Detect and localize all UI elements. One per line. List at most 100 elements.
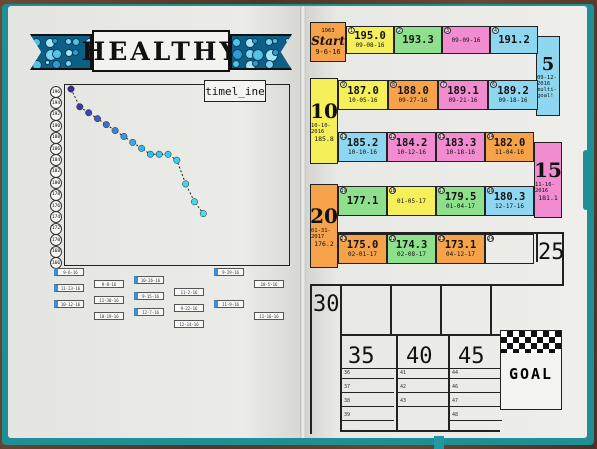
row-number: 48 (452, 412, 459, 418)
plot-svg (67, 85, 207, 218)
x-date-tag: 10-12-16 (54, 300, 84, 308)
square-weight: 184.2 (395, 137, 428, 149)
grid-line (490, 284, 492, 334)
board-square: 24 (485, 234, 534, 264)
grid-line (340, 334, 500, 336)
row-number: 38 (344, 398, 351, 404)
square-15-date: 11-16-2016 (535, 182, 555, 194)
grid-line (310, 284, 312, 434)
board-square: 11 185.2 10-10-16 (338, 132, 387, 162)
x-date-tag: 9-29-16 (214, 268, 244, 276)
square-10-date: 10-10-2016 (311, 123, 331, 135)
square-date: 01-04-17 (446, 203, 475, 210)
grid-line (340, 284, 342, 430)
weight-point (120, 133, 128, 140)
banner-title-box: HEALTHY (82, 30, 237, 72)
y-tick: 196 (50, 86, 62, 98)
banner-dot (285, 49, 290, 55)
square-number: 8 (390, 81, 397, 88)
row-number: 46 (452, 384, 459, 390)
grid-line (396, 334, 398, 430)
board-square: 19 177.1 (338, 186, 387, 216)
y-tick: 184 (50, 154, 62, 167)
banner-dot (232, 38, 241, 47)
banner-dot (52, 38, 58, 44)
board-square: 8 188.0 09-27-16 (388, 80, 438, 110)
square-15: 15 11-16-2016 181.1 (534, 142, 562, 218)
y-tick: 190 (50, 120, 62, 133)
x-date-tag: 10-19-16 (94, 312, 124, 320)
banner-dot (32, 38, 41, 47)
board-square: 2 193.3 (394, 26, 442, 54)
banner-dot (272, 38, 278, 44)
grid-line (536, 232, 538, 262)
y-tick: 192 (50, 108, 62, 121)
square-20-number: 20 (310, 204, 338, 228)
square-weight: 180.3 (493, 191, 526, 203)
square-weight: 185.2 (346, 137, 379, 149)
banner-dot (52, 60, 61, 68)
notebook-spine (300, 6, 306, 438)
square-20: 20 01-31-2017 176.2 (310, 184, 338, 268)
banner-dot (232, 49, 243, 60)
square-number: 6 (490, 81, 497, 88)
square-date: 10-10-16 (348, 149, 377, 156)
square-number: 13 (438, 133, 445, 140)
square-weight: 189.2 (497, 85, 529, 97)
y-tick: 168 (50, 245, 62, 258)
square-date: 11-04-16 (495, 149, 524, 156)
x-date-tag: 10-26-16 (134, 276, 164, 284)
y-tick: 176 (50, 200, 62, 212)
checkered-flag (501, 331, 561, 353)
x-date-tag: 11-23-16 (54, 284, 84, 292)
board-square: 17 179.5 01-04-17 (436, 186, 485, 216)
board-square: 21 175.0 02-01-17 (338, 234, 387, 264)
square-5: 5 09-12-2016 multi-goal! (536, 36, 560, 116)
square-date: 02-01-17 (348, 251, 377, 258)
square-weight: 174.3 (395, 239, 428, 251)
banner-dot (65, 60, 72, 67)
x-date-tag: 9-15-16 (134, 292, 164, 300)
x-date-tag: 11-16-16 (254, 312, 284, 320)
board-square: 7 189.1 09-21-16 (438, 80, 488, 110)
square-date: 09-27-16 (398, 97, 428, 104)
square-date: 10-18-16 (446, 149, 475, 156)
row-number: 44 (452, 370, 459, 376)
board-square: 6 189.2 09-18-16 (488, 80, 538, 110)
row-divider (398, 378, 450, 379)
weight-point (155, 150, 163, 158)
banner-dot (252, 38, 258, 44)
row-number: 37 (344, 384, 351, 390)
weight-point (94, 115, 101, 123)
ribbon-bookmark (434, 436, 444, 449)
square-20-weight: 176.2 (314, 240, 334, 248)
row-number: 47 (452, 398, 459, 404)
row-number: 42 (400, 384, 407, 390)
square-weight: 179.5 (444, 191, 477, 203)
goal-label: GOAL (508, 365, 554, 383)
banner-dot (72, 38, 80, 46)
board-square: 9 187.0 10-05-16 (338, 80, 388, 110)
weight-point (199, 210, 207, 218)
grid-line (562, 232, 564, 284)
weight-line (70, 88, 204, 214)
square-10: 10 10-10-2016 185.8 (310, 78, 338, 164)
square-number: 2 (396, 27, 403, 34)
x-date-tag: 12-14-16 (174, 320, 204, 328)
weight-point (102, 121, 110, 129)
weight-timeline-chart: 196 194 192 190 188 186 184 182 180 178 176 174 172 1… (40, 80, 298, 348)
banner-dot (272, 49, 279, 56)
square-25-number: 25 (538, 240, 565, 265)
banner-dot (52, 49, 62, 59)
grid-line (448, 334, 450, 430)
y-tick: 180 (50, 177, 62, 190)
grid-line (340, 430, 500, 432)
banner-dot (65, 38, 72, 45)
square-number: 12 (389, 133, 396, 140)
row-divider (342, 378, 394, 379)
x-date-tag: 9-22-16 (174, 304, 204, 312)
square-weight: 182.0 (493, 137, 526, 149)
y-tick: 186 (50, 143, 62, 155)
chart-plot-area (64, 84, 290, 266)
square-15-weight: 181.1 (538, 194, 558, 202)
